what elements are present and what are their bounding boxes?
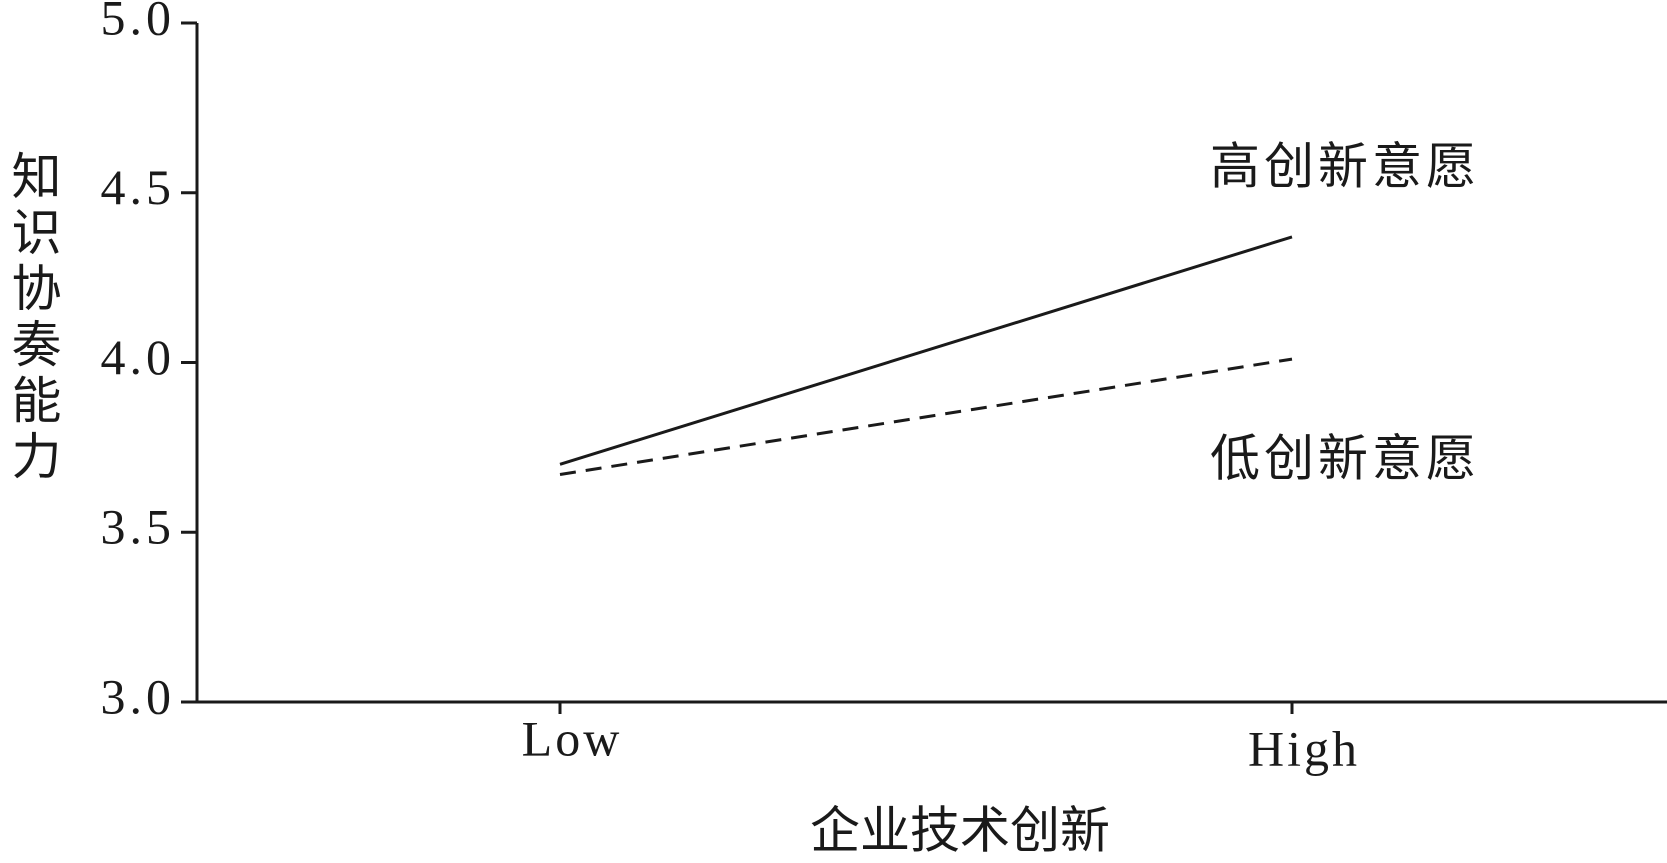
y-tick-label: 3.5 [101,499,176,555]
series-line [559,235,1293,466]
x-tick-label: High [1248,720,1360,776]
series-line [559,357,1293,477]
y-tick-label: 4.5 [101,159,176,215]
x-axis-title: 企业技术创新 [810,802,1110,858]
y-tick-label: 3.0 [101,668,176,724]
x-tick-label: Low [522,710,623,766]
y-axis-title: 知识协奏能力 [5,150,61,486]
series-label: 高创新意愿 [1210,138,1480,194]
y-tick-label: 5.0 [101,0,176,45]
series-label: 低创新意愿 [1210,431,1480,487]
y-tick-label: 4.0 [101,329,176,385]
